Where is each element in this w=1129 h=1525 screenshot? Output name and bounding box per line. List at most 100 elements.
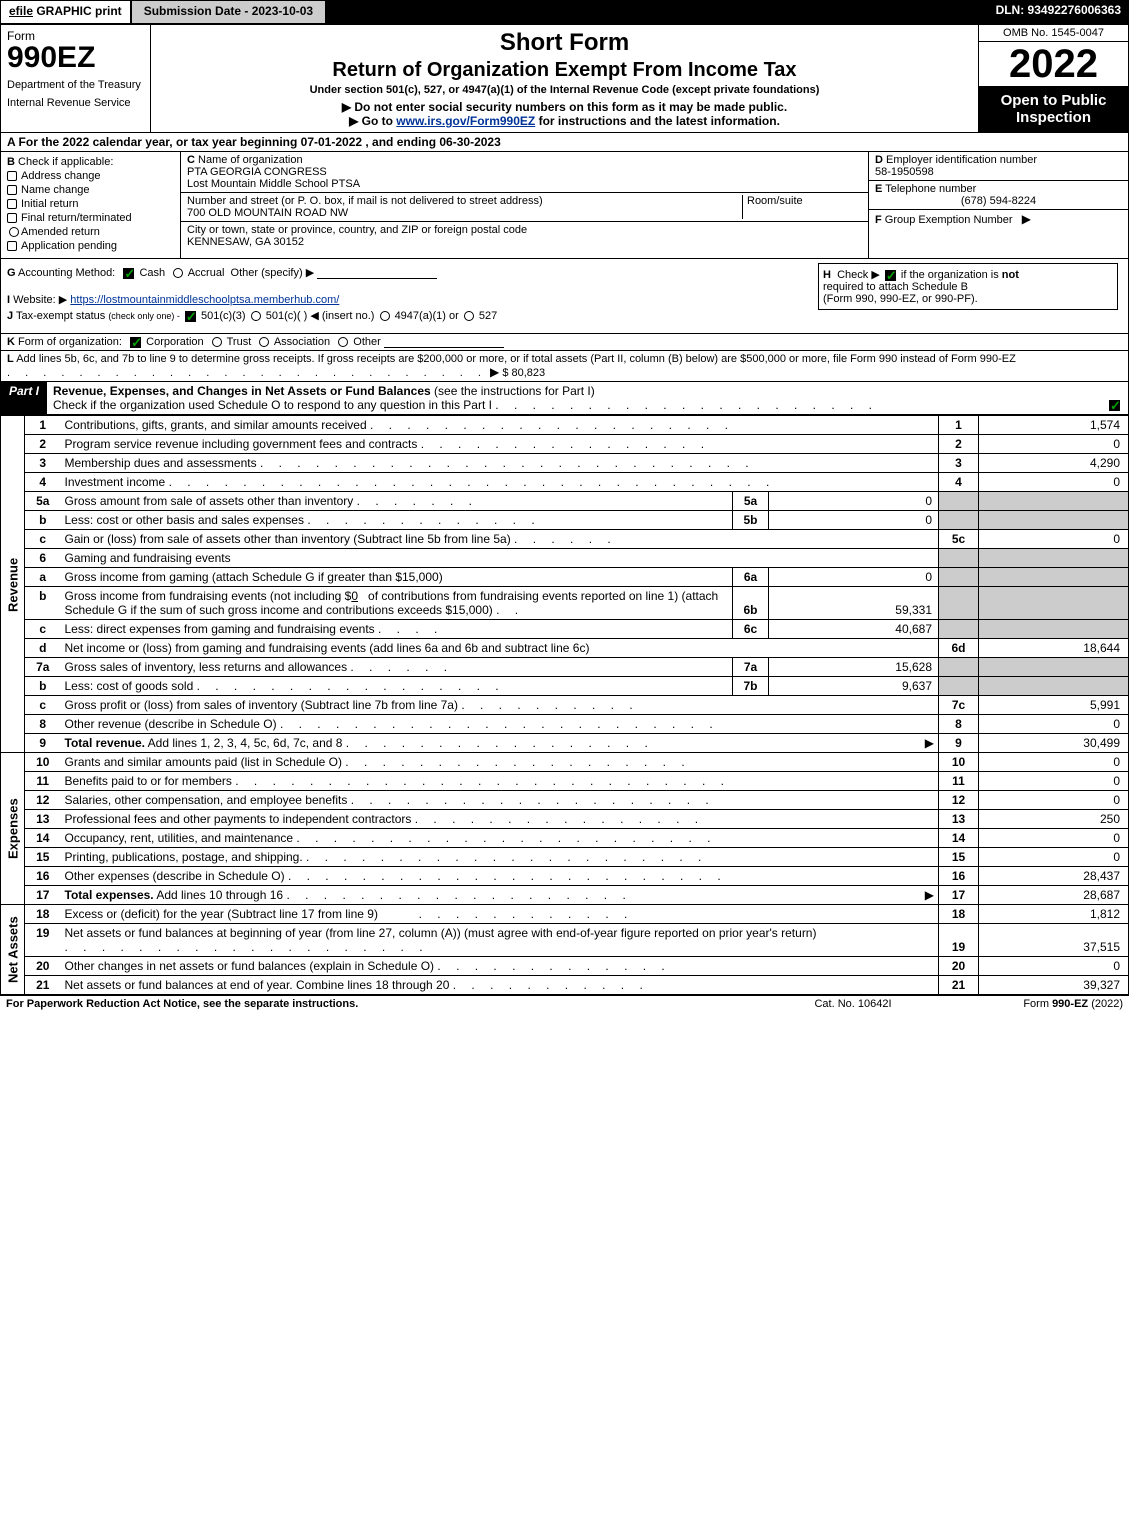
l9-val: 30,499 <box>979 734 1129 753</box>
l9-desc: Total revenue. <box>65 736 145 750</box>
l6a-subval: 0 <box>769 568 939 587</box>
d-title: Employer identification number <box>886 154 1037 166</box>
l20-no: 20 <box>25 957 61 976</box>
l15-box: 15 <box>939 848 979 867</box>
cb-501c[interactable] <box>251 311 261 321</box>
line-5a: 5a Gross amount from sale of assets othe… <box>1 492 1129 511</box>
accrual-label: Accrual <box>188 267 225 279</box>
cb-address-change[interactable] <box>7 171 17 181</box>
website-link[interactable]: https://lostmountainmiddleschoolptsa.mem… <box>70 294 339 306</box>
part1-header-row: Part I Revenue, Expenses, and Changes in… <box>0 382 1129 415</box>
cb-initial-return[interactable] <box>7 199 17 209</box>
l6c-desc: Less: direct expenses from gaming and fu… <box>65 622 375 636</box>
cb-schedule-b[interactable] <box>885 270 896 281</box>
cb-name-change[interactable] <box>7 185 17 195</box>
l6c-no: c <box>25 620 61 639</box>
cb-address-change-label: Address change <box>21 170 101 182</box>
info-block: B Check if applicable: Address change Na… <box>0 152 1129 259</box>
cb-accrual[interactable] <box>173 268 183 278</box>
l5b-shade1 <box>939 511 979 530</box>
l17-val: 28,687 <box>979 886 1129 905</box>
l5a-sub: 5a <box>733 492 769 511</box>
footer-right-form: 990-EZ <box>1052 998 1088 1010</box>
side-net-assets: Net Assets <box>1 905 25 995</box>
form-number: 990EZ <box>7 43 144 73</box>
l6d-val: 18,644 <box>979 639 1129 658</box>
part1-dots: . . . . . . . . . . . . . . . . . . . . … <box>495 398 878 412</box>
l2-val: 0 <box>979 435 1129 454</box>
l9-box: 9 <box>939 734 979 753</box>
cb-name-change-label: Name change <box>21 184 90 196</box>
l5a-subval: 0 <box>769 492 939 511</box>
part1-paren: (see the instructions for Part I) <box>434 384 595 398</box>
line-13: 13 Professional fees and other payments … <box>1 810 1129 829</box>
l8-box: 8 <box>939 715 979 734</box>
cb-trust[interactable] <box>212 337 222 347</box>
part1-title: Revenue, Expenses, and Changes in Net As… <box>53 384 431 398</box>
part1-label: Part I <box>1 382 47 414</box>
return-title: Return of Organization Exempt From Incom… <box>159 59 970 82</box>
goto-note: ▶ Go to www.irs.gov/Form990EZ for instru… <box>159 114 970 128</box>
l6b-subval: 59,331 <box>769 587 939 620</box>
l18-no: 18 <box>25 905 61 924</box>
cb-cash[interactable] <box>123 268 134 279</box>
l5c-val: 0 <box>979 530 1129 549</box>
l6a-desc: Gross income from gaming (attach Schedul… <box>65 570 443 584</box>
l14-val: 0 <box>979 829 1129 848</box>
cb-4947[interactable] <box>380 311 390 321</box>
l12-desc: Salaries, other compensation, and employ… <box>65 793 348 807</box>
form-header: Form 990EZ Department of the Treasury In… <box>0 24 1129 133</box>
short-form-title: Short Form <box>159 29 970 57</box>
i-text: Website: ▶ <box>13 294 67 306</box>
g-label: G <box>7 267 16 279</box>
cb-amended-return[interactable] <box>9 227 19 237</box>
goto-pre: ▶ Go to <box>349 114 396 128</box>
l6c-shade1 <box>939 620 979 639</box>
l9-no: 9 <box>25 734 61 753</box>
l1-desc: Contributions, gifts, grants, and simila… <box>65 418 367 432</box>
cb-corp[interactable] <box>130 337 141 348</box>
l3-val: 4,290 <box>979 454 1129 473</box>
l17-no: 17 <box>25 886 61 905</box>
cb-final-return[interactable] <box>7 213 17 223</box>
ein-value: 58-1950598 <box>875 166 934 178</box>
line-7a: 7a Gross sales of inventory, less return… <box>1 658 1129 677</box>
l7a-desc: Gross sales of inventory, less returns a… <box>65 660 348 674</box>
cb-schedule-o[interactable] <box>1109 400 1120 411</box>
cb-initial-return-label: Initial return <box>21 198 78 210</box>
l15-val: 0 <box>979 848 1129 867</box>
line-5b: b Less: cost or other basis and sales ex… <box>1 511 1129 530</box>
line-7c: c Gross profit or (loss) from sales of i… <box>1 696 1129 715</box>
l21-desc: Net assets or fund balances at end of ye… <box>65 978 450 992</box>
l21-box: 21 <box>939 976 979 995</box>
line-15: 15 Printing, publications, postage, and … <box>1 848 1129 867</box>
line-6: 6 Gaming and fundraising events <box>1 549 1129 568</box>
cb-application-pending[interactable] <box>7 241 17 251</box>
l6c-subval: 40,687 <box>769 620 939 639</box>
efile-graphic-print-link[interactable]: efile GRAPHIC print <box>0 0 131 24</box>
form-header-left: Form 990EZ Department of the Treasury In… <box>1 25 151 132</box>
l3-no: 3 <box>25 454 61 473</box>
line-11: 11 Benefits paid to or for members . . .… <box>1 772 1129 791</box>
other-blank <box>317 267 437 279</box>
cb-501c3[interactable] <box>185 311 196 322</box>
cb-other-org[interactable] <box>338 337 348 347</box>
l4-no: 4 <box>25 473 61 492</box>
l-arrow: ▶ <box>490 365 499 379</box>
cb-assoc[interactable] <box>259 337 269 347</box>
l3-desc: Membership dues and assessments <box>65 456 257 470</box>
cb-final-return-label: Final return/terminated <box>21 212 132 224</box>
cb-527[interactable] <box>464 311 474 321</box>
dept-treasury: Department of the Treasury <box>7 79 144 91</box>
l16-box: 16 <box>939 867 979 886</box>
form-header-center: Short Form Return of Organization Exempt… <box>151 25 978 132</box>
l-amount: $ 80,823 <box>502 367 545 379</box>
cb-application-pending-label: Application pending <box>21 240 117 252</box>
l12-val: 0 <box>979 791 1129 810</box>
side-expenses: Expenses <box>1 753 25 905</box>
goto-post: for instructions and the latest informat… <box>535 114 780 128</box>
irs-link[interactable]: www.irs.gov/Form990EZ <box>396 114 535 128</box>
l5b-subval: 0 <box>769 511 939 530</box>
d-label: D <box>875 154 883 166</box>
l3-box: 3 <box>939 454 979 473</box>
